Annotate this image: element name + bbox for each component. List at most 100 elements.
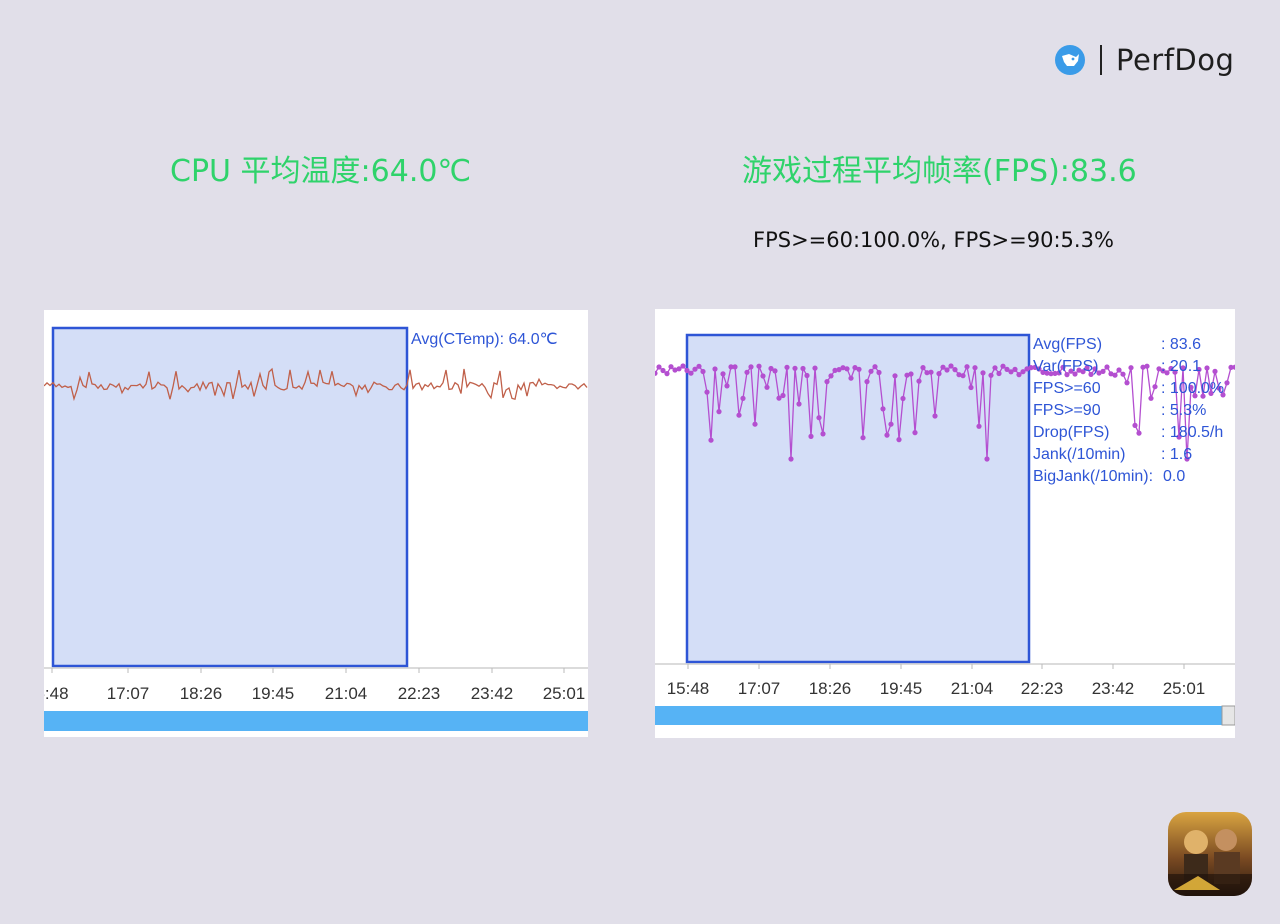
- fps-point: [828, 373, 834, 379]
- fps-point: [1016, 372, 1022, 378]
- fps-point: [800, 365, 806, 372]
- fps-point: [804, 372, 810, 379]
- fps-point: [1232, 364, 1235, 370]
- fps-point: [928, 369, 934, 375]
- fps-point: [1056, 370, 1062, 376]
- fps-point: [752, 421, 758, 427]
- x-tick-label: 21:04: [951, 679, 994, 698]
- fps-point: [932, 413, 938, 419]
- x-tick-label: 22:23: [398, 684, 441, 703]
- x-tick-label: 18:26: [809, 679, 852, 698]
- fps-point: [868, 368, 874, 374]
- fps-chart[interactable]: 15:48 17:07 18:26 19:45 21:04 22:23 23:42 25:01…: [655, 309, 1235, 738]
- legend-label: FPS>=60: [1033, 380, 1101, 397]
- fps-point: [1064, 372, 1070, 378]
- legend-value: : 5.3%: [1161, 402, 1206, 419]
- ctemp-series: [44, 367, 588, 402]
- fps-point: [788, 456, 794, 462]
- fps-point: [720, 371, 726, 377]
- fps-point: [832, 367, 838, 373]
- fps-point: [744, 369, 750, 375]
- fps-point: [872, 364, 878, 370]
- fps-point: [1004, 366, 1010, 372]
- fps-point: [820, 431, 826, 437]
- fps-point: [952, 367, 958, 373]
- x-tick-label: 25:01: [1163, 679, 1206, 698]
- ctemp-line: [44, 367, 588, 402]
- fps-point: [1092, 366, 1098, 372]
- x-tick-label: 23:42: [471, 684, 514, 703]
- fps-point: [1084, 365, 1090, 371]
- fps-point: [960, 373, 966, 379]
- x-tick-label: 22:23: [1021, 679, 1064, 698]
- legend-value: : 180.5/h: [1161, 424, 1223, 441]
- fps-point: [736, 412, 742, 418]
- fps-point: [924, 370, 930, 376]
- fps-point: [1100, 368, 1106, 374]
- cpu-temperature-chart[interactable]: 5:4817:0718:2619:4521:0422:2323:4225:01 …: [44, 310, 588, 737]
- fps-point: [988, 372, 994, 378]
- fps-point: [1068, 368, 1074, 374]
- fps-point: [1144, 363, 1150, 369]
- fps-point: [1188, 384, 1194, 390]
- game-app-icon: [1168, 812, 1252, 896]
- x-tick-label: 17:07: [107, 684, 150, 703]
- fps-point: [760, 373, 766, 379]
- horizontal-scrollbar[interactable]: [655, 706, 1222, 725]
- fps-point: [816, 415, 822, 421]
- legend-label: Avg(FPS): [1033, 336, 1102, 353]
- fps-point: [676, 366, 682, 372]
- fps-point: [764, 384, 770, 390]
- fps-point: [1036, 366, 1042, 372]
- fps-point: [948, 363, 954, 369]
- fps-point: [884, 432, 890, 438]
- fps-point: [840, 365, 846, 371]
- fps-point: [1216, 385, 1222, 391]
- fps-point: [1012, 366, 1018, 372]
- legend-value: : 20.1: [1161, 358, 1201, 375]
- fps-point: [664, 371, 670, 377]
- fps-point: [688, 370, 694, 376]
- scrollbar-end-button[interactable]: [1221, 705, 1235, 726]
- brand-name: PerfDog: [1116, 43, 1235, 77]
- fps-point: [740, 395, 746, 401]
- brand-header: PerfDog: [1054, 40, 1234, 80]
- fps-point: [1104, 364, 1110, 370]
- fps-point: [1160, 368, 1166, 374]
- x-tick-label: 21:04: [325, 684, 368, 703]
- fps-point: [892, 373, 898, 379]
- fps-point: [1176, 434, 1182, 440]
- fps-point: [660, 367, 666, 374]
- fps-series: [655, 363, 1235, 462]
- fps-point: [1136, 430, 1142, 436]
- x-tick-label: 15:48: [667, 679, 710, 698]
- fps-point: [712, 366, 718, 372]
- legend-label: Jank(/10min): [1033, 446, 1125, 463]
- fps-point: [856, 366, 862, 372]
- fps-point: [1120, 371, 1126, 377]
- fps-point: [1048, 371, 1054, 377]
- fps-point: [896, 437, 902, 443]
- fps-point: [684, 367, 690, 374]
- fps-point: [1072, 371, 1078, 377]
- fps-point: [784, 364, 790, 370]
- fps-point: [844, 366, 850, 372]
- fps-threshold-summary: FPS>=60:100.0%, FPS>=90:5.3%: [753, 228, 1114, 252]
- fps-point: [748, 364, 754, 370]
- fps-point: [824, 379, 830, 385]
- fps-point: [668, 364, 674, 370]
- fps-point: [692, 366, 698, 372]
- x-tick-label: 5:48: [44, 684, 69, 703]
- fps-point: [916, 378, 922, 384]
- brand-divider: [1100, 45, 1102, 75]
- fps-point: [1200, 393, 1206, 399]
- horizontal-scrollbar[interactable]: [44, 711, 588, 731]
- fps-point: [940, 364, 946, 370]
- fps-point: [680, 363, 686, 369]
- fps-point: [672, 367, 678, 373]
- fps-point: [708, 437, 714, 443]
- fps-point: [656, 364, 662, 370]
- selection-region[interactable]: [685, 333, 1031, 664]
- fps-point: [980, 370, 986, 376]
- selection-region[interactable]: [51, 326, 409, 668]
